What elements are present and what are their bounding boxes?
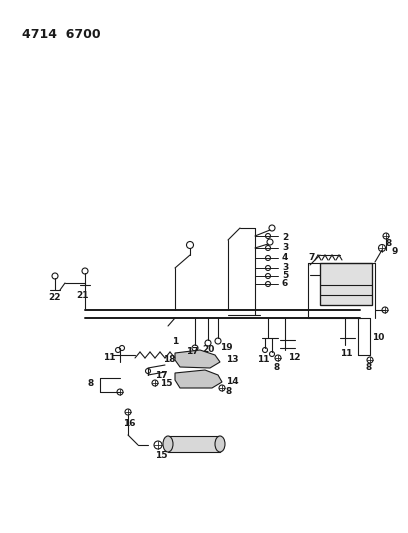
Circle shape [154, 441, 162, 449]
Text: 18: 18 [163, 356, 175, 365]
Circle shape [117, 389, 123, 395]
Text: 15: 15 [160, 378, 173, 387]
Text: 7: 7 [308, 253, 315, 262]
Circle shape [205, 340, 211, 346]
Circle shape [383, 233, 389, 239]
Circle shape [270, 351, 275, 357]
Text: 3: 3 [282, 244, 288, 253]
Circle shape [382, 307, 388, 313]
Ellipse shape [215, 436, 225, 452]
Circle shape [262, 348, 268, 352]
Text: 17: 17 [186, 348, 199, 357]
Circle shape [266, 233, 271, 238]
Circle shape [267, 239, 273, 245]
Text: 9: 9 [392, 247, 398, 256]
Polygon shape [175, 350, 220, 368]
Text: 8: 8 [366, 364, 372, 373]
Text: 8: 8 [226, 387, 232, 397]
Circle shape [266, 265, 271, 271]
Circle shape [266, 273, 271, 279]
Text: 4: 4 [282, 254, 288, 262]
Circle shape [367, 357, 373, 363]
Circle shape [266, 281, 271, 287]
Circle shape [82, 268, 88, 274]
Text: 11: 11 [340, 350, 353, 359]
Circle shape [52, 273, 58, 279]
Circle shape [266, 255, 271, 261]
Circle shape [152, 380, 158, 386]
Text: 1: 1 [172, 337, 178, 346]
Ellipse shape [163, 436, 173, 452]
Circle shape [186, 241, 193, 248]
Text: 16: 16 [123, 419, 135, 429]
Circle shape [120, 345, 124, 351]
Text: 3: 3 [282, 263, 288, 272]
Circle shape [379, 245, 386, 252]
Text: 8: 8 [88, 378, 94, 387]
Bar [168, 436, 220, 452]
Text: 19: 19 [220, 343, 233, 352]
Circle shape [192, 345, 198, 351]
Circle shape [219, 385, 225, 391]
Text: 12: 12 [288, 353, 301, 362]
Text: 6: 6 [282, 279, 288, 288]
Circle shape [266, 246, 271, 251]
Text: 11: 11 [257, 356, 270, 365]
Bar [320, 263, 372, 305]
Text: 10: 10 [372, 334, 384, 343]
Text: 11: 11 [103, 353, 115, 362]
Text: 17: 17 [155, 372, 168, 381]
Text: 8: 8 [274, 362, 280, 372]
Circle shape [215, 338, 221, 344]
Text: 22: 22 [48, 294, 60, 303]
Text: 5: 5 [282, 271, 288, 280]
Text: 20: 20 [202, 345, 214, 354]
Text: 2: 2 [282, 233, 288, 243]
Text: 13: 13 [226, 356, 239, 365]
Text: 8: 8 [385, 239, 391, 248]
Circle shape [275, 355, 281, 361]
Text: 4714  6700: 4714 6700 [22, 28, 101, 42]
Text: 15: 15 [155, 450, 168, 459]
Text: 14: 14 [226, 377, 239, 386]
Text: 21: 21 [76, 290, 89, 300]
Circle shape [146, 368, 151, 374]
Circle shape [125, 409, 131, 415]
Circle shape [115, 348, 120, 352]
Circle shape [269, 225, 275, 231]
Polygon shape [175, 370, 222, 388]
